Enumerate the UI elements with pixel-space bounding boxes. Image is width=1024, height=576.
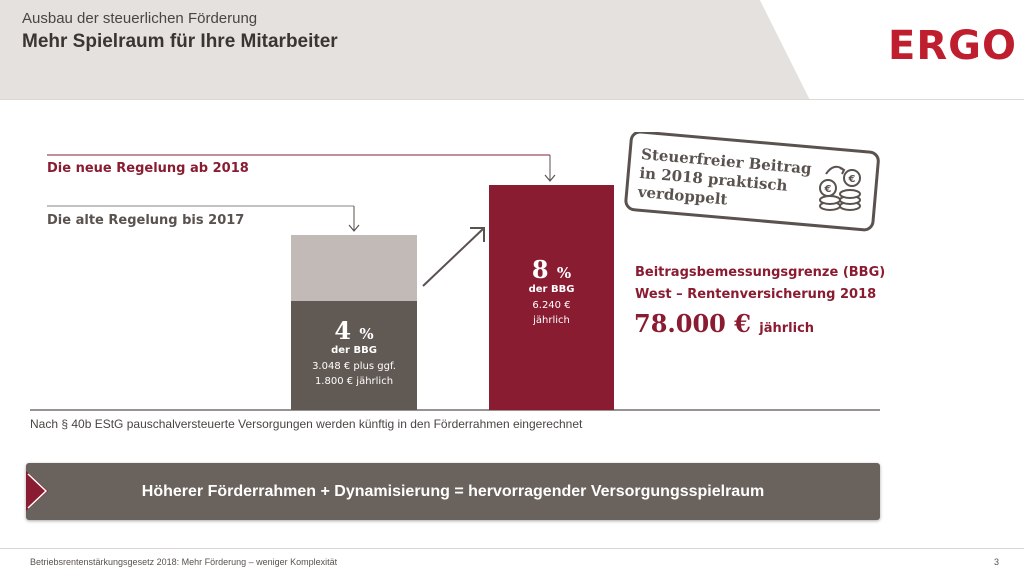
bbg-line-1: Beitragsbemessungsgrenze (BBG) (635, 265, 886, 280)
page-number: 3 (994, 557, 1000, 567)
new-bar-detail-2: jährlich (533, 315, 570, 326)
new-bar-basis: der BBG (528, 284, 575, 295)
header-background (0, 0, 1024, 100)
bbg-value: 78.000 € jährlich (634, 309, 814, 338)
footnote: Nach § 40b EStG pauschalversteuerte Vers… (30, 417, 583, 431)
footer-text: Betriebsrentenstärkungsgesetz 2018: Mehr… (30, 557, 338, 567)
old-bar-base (291, 301, 417, 410)
bbg-unit: jährlich (759, 321, 815, 336)
coins-euro-icon: € € (819, 165, 861, 211)
growth-arrow-icon (422, 227, 485, 287)
header (0, 0, 1024, 100)
old-bar-detail-1: 3.048 € plus ggf. (312, 361, 396, 372)
svg-text:€: € (824, 184, 832, 195)
bbg-amount: 78.000 € (634, 309, 751, 338)
old-bar-percent: 4 % (334, 316, 374, 345)
label-old-regulation: Die alte Regelung bis 2017 (47, 213, 245, 228)
slide-supertitle: Ausbau der steuerlichen Förderung (22, 10, 258, 27)
new-bar (489, 185, 614, 410)
ergo-logo: ERGO (888, 23, 1017, 69)
svg-text:€: € (848, 174, 856, 185)
summary-banner: Höherer Förderrahmen + Dynamisierung = h… (26, 463, 880, 520)
new-bar-detail-1: 6.240 € (532, 300, 571, 311)
footer-divider (0, 548, 1024, 549)
bbg-line-2: West – Rentenversicherung 2018 (635, 287, 877, 302)
old-bar-top (291, 235, 417, 301)
old-bar-label: 4 % der BBG 3.048 € plus ggf. 1.800 € jä… (291, 316, 417, 389)
new-bar-percent: 8 % (531, 255, 572, 284)
slide-title: Mehr Spielraum für Ihre Mitarbeiter (22, 31, 338, 52)
summary-banner-text: Höherer Förderrahmen + Dynamisierung = h… (141, 483, 765, 500)
old-bar-basis: der BBG (331, 345, 377, 356)
tax-free-stamp: € € (624, 132, 880, 232)
label-new-regulation: Die neue Regelung ab 2018 (47, 161, 249, 176)
bbg-heading: Beitragsbemessungsgrenze (BBG) West – Re… (635, 262, 885, 306)
new-bar-label: 8 % der BBG 6.240 € jährlich (489, 255, 614, 328)
banner-arrow-icon (26, 471, 48, 511)
old-bar-detail-2: 1.800 € jährlich (314, 376, 394, 387)
